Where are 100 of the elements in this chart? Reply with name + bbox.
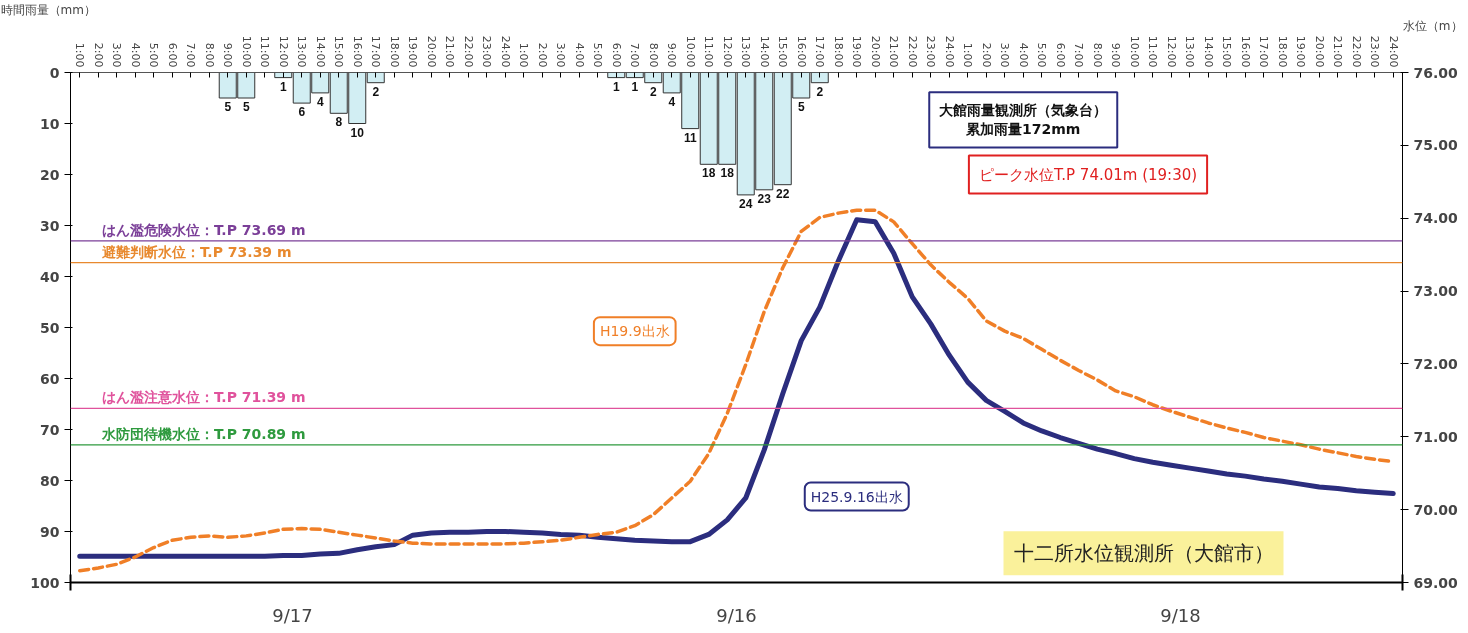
x-tick-label: 23:00 xyxy=(480,35,494,68)
y2-tick-label: 70.00 xyxy=(1413,501,1459,518)
data-label: 5 xyxy=(242,100,250,114)
x-tick-label: 23:00 xyxy=(924,35,938,68)
x-tick-label: 22:00 xyxy=(905,35,919,68)
x-tick-label: 12:00 xyxy=(1164,35,1178,68)
x-tick-label: 15:00 xyxy=(332,35,346,68)
x-tick-label: 16:00 xyxy=(794,35,808,68)
data-label: 2 xyxy=(649,84,657,99)
x-tick-label: 21:00 xyxy=(887,35,901,68)
y2-tick-label: 76.00 xyxy=(1413,64,1459,81)
x-tick-label: 14:00 xyxy=(313,35,327,68)
x-tick-label: 7:00 xyxy=(628,42,642,68)
x-tick-label: 12:00 xyxy=(276,35,290,68)
x-tick-label: 16:00 xyxy=(1238,35,1252,68)
x-tick-label: 8:00 xyxy=(202,42,216,68)
x-tick-label: 4:00 xyxy=(572,42,586,68)
x-tick-label: 23:00 xyxy=(1368,35,1382,68)
x-tick-label: 16:00 xyxy=(350,35,364,68)
x-tick-label: 17:00 xyxy=(369,35,383,68)
x-tick-label: 19:00 xyxy=(1294,35,1308,68)
data-label: 10 xyxy=(350,125,365,140)
y2-tick-label: 73.00 xyxy=(1413,283,1459,300)
y2-tick-label: 72.00 xyxy=(1413,355,1459,372)
data-label: 2 xyxy=(816,84,824,99)
x-tick-label: 18:00 xyxy=(1275,35,1289,68)
ref-line-label: 水防団待機水位：T.P 70.89 m xyxy=(100,425,306,442)
x-tick-label: 4:00 xyxy=(1016,42,1030,68)
data-label: 4 xyxy=(668,94,676,109)
x-tick-label: 2:00 xyxy=(91,42,105,68)
y-tick-label: 90 xyxy=(40,523,60,540)
x-tick-label: 22:00 xyxy=(461,35,475,68)
x-tick-label: 24:00 xyxy=(1386,35,1400,68)
x-tick-label: 11:00 xyxy=(702,35,716,68)
x-tick-label: 5:00 xyxy=(1035,42,1049,68)
x-tick-label: 13:00 xyxy=(1183,35,1197,68)
y-tick-label: 20 xyxy=(40,166,60,183)
x-tick-label: 24:00 xyxy=(498,35,512,68)
x-tick-label: 18:00 xyxy=(387,35,401,68)
ref-line-label: 避難判断水位：T.P 73.39 m xyxy=(100,243,292,260)
y-tick-label: 100 xyxy=(30,574,60,591)
data-label: 1 xyxy=(631,79,639,94)
x-tick-label: 5:00 xyxy=(591,42,605,68)
x-tick-label: 6:00 xyxy=(609,42,623,68)
x-tick-label: 13:00 xyxy=(295,35,309,68)
x-tick-label: 8:00 xyxy=(646,42,660,68)
x-tick-label: 13:00 xyxy=(739,35,753,68)
y-tick-label: 30 xyxy=(40,217,60,234)
x-tick-label: 20:00 xyxy=(1312,35,1326,68)
x-tick-label: 21:00 xyxy=(443,35,457,68)
x-tick-label: 9:00 xyxy=(221,42,235,68)
x-tick-label: 8:00 xyxy=(1090,42,1104,68)
x-tick-label: 17:00 xyxy=(1257,35,1271,68)
data-label: 6 xyxy=(298,105,306,120)
x-tick-label: 14:00 xyxy=(757,35,771,68)
x-tick-label: 7:00 xyxy=(1072,42,1086,68)
x-tick-label: 20:00 xyxy=(424,35,438,68)
text: 9/17 xyxy=(272,604,313,626)
y2-tick-label: 74.00 xyxy=(1413,210,1459,227)
x-tick-label: 14:00 xyxy=(1201,35,1215,68)
x-tick-label: 15:00 xyxy=(776,35,790,68)
data-label: 22 xyxy=(776,186,790,201)
y2-axis-title: 水位（m） xyxy=(1402,18,1463,33)
x-tick-label: 9:00 xyxy=(1109,42,1123,68)
x-tick-label: 18:00 xyxy=(831,35,845,68)
x-tick-label: 22:00 xyxy=(1349,35,1363,68)
x-tick-label: 21:00 xyxy=(1331,35,1345,68)
text: 9/18 xyxy=(1160,604,1201,626)
x-tick-label: 7:00 xyxy=(184,42,198,68)
data-label: 8 xyxy=(335,115,343,130)
data-label: 23 xyxy=(757,191,772,206)
x-tick-label: 15:00 xyxy=(1220,35,1234,68)
y2-tick-label: 71.00 xyxy=(1413,428,1459,445)
x-tick-label: 11:00 xyxy=(258,35,272,68)
y-tick-label: 0 xyxy=(49,64,60,81)
y-tick-label: 10 xyxy=(40,115,60,132)
annotation: 累加雨量172mm xyxy=(965,121,1081,138)
x-tick-label: 1:00 xyxy=(517,42,531,68)
x-tick-label: 17:00 xyxy=(813,35,827,68)
y-tick-label: 50 xyxy=(40,319,60,336)
y2-tick-label: 75.00 xyxy=(1413,137,1459,154)
x-tick-label: 3:00 xyxy=(998,42,1012,68)
data-label: 24 xyxy=(739,196,753,211)
x-tick-label: 12:00 xyxy=(720,35,734,68)
x-tick-label: 10:00 xyxy=(683,35,697,68)
x-tick-label: 11:00 xyxy=(1146,35,1160,68)
x-tick-label: 4:00 xyxy=(128,42,142,68)
ref-line-label: はん濫危険水位：T.P 73.69 m xyxy=(101,221,306,238)
x-tick-label: 2:00 xyxy=(535,42,549,68)
text: H19.9出水 xyxy=(599,323,670,340)
x-tick-label: 1:00 xyxy=(73,42,87,68)
data-label: 4 xyxy=(316,94,324,109)
x-tick-label: 19:00 xyxy=(406,35,420,68)
x-tick-label: 1:00 xyxy=(961,42,975,68)
x-tick-label: 10:00 xyxy=(1127,35,1141,68)
data-label: 5 xyxy=(224,100,232,114)
text: H25.9.16出水 xyxy=(810,488,903,505)
y-tick-label: 70 xyxy=(40,421,60,438)
data-label: 1 xyxy=(279,79,287,94)
annotation: 大館雨量観測所（気象台） xyxy=(939,102,1108,119)
